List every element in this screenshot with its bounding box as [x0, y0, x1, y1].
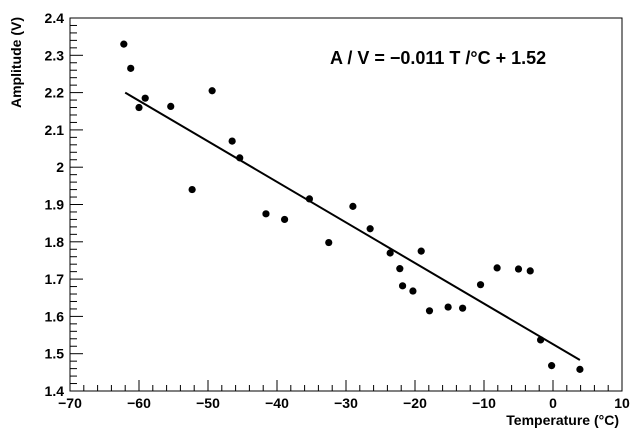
x-tick-label: −20 [403, 395, 427, 411]
y-tick-label: 2 [56, 159, 64, 175]
data-point [305, 195, 314, 203]
data-points [120, 40, 584, 373]
x-axis-title: Temperature (°C) [506, 412, 619, 428]
x-tick-label: −70 [58, 395, 82, 411]
y-tick-label: 1.6 [45, 308, 65, 324]
data-point [386, 249, 394, 257]
y-tick-label: 2.2 [45, 85, 65, 101]
data-point [396, 265, 404, 273]
data-point [127, 64, 135, 72]
y-tick-label: 2.3 [45, 47, 65, 63]
fit-equation-annotation: A / V = −0.011 T /°C + 1.52 [330, 48, 546, 68]
y-tick-label: 1.5 [45, 346, 65, 362]
data-point [536, 336, 545, 344]
x-axis-ticks: −70 −60 −50 −40 −30 −20 −10 0 10 [58, 380, 630, 411]
data-point [349, 202, 357, 210]
x-tick-label: −40 [265, 395, 289, 411]
data-point [409, 287, 417, 295]
data-point [444, 303, 452, 311]
data-point [135, 103, 143, 112]
y-tick-label: 1.7 [45, 271, 65, 287]
y-tick-label: 2.4 [45, 10, 65, 26]
data-point [459, 304, 467, 312]
data-point [398, 282, 407, 290]
data-point [417, 247, 425, 255]
data-point [576, 365, 584, 373]
data-point [425, 307, 434, 315]
x-tick-label: 0 [549, 395, 557, 411]
data-point [167, 102, 175, 111]
data-point [141, 94, 149, 102]
x-tick-label: −30 [334, 395, 358, 411]
data-point [526, 267, 534, 275]
y-tick-label: 1.9 [45, 197, 65, 213]
data-point [188, 185, 196, 194]
data-point [280, 215, 289, 224]
data-point [262, 210, 270, 218]
y-axis-ticks: 1.4 1.5 1.6 1.7 1.8 1.9 2 2.1 2.2 2.3 2.4 [45, 10, 83, 399]
data-point [493, 264, 501, 272]
data-point [476, 281, 485, 289]
y-tick-label: 1.4 [45, 383, 65, 399]
data-point [548, 362, 556, 370]
data-point [120, 40, 128, 48]
data-point [236, 154, 244, 162]
data-point [366, 225, 374, 233]
x-tick-label: −10 [472, 395, 496, 411]
data-point [208, 87, 216, 95]
y-tick-label: 1.8 [45, 234, 65, 250]
data-point [514, 265, 523, 273]
x-tick-label: 10 [614, 395, 630, 411]
y-tick-label: 2.1 [45, 122, 65, 138]
fit-line-group [124, 91, 581, 361]
y-axis-title: Amplitude (V) [8, 17, 24, 108]
data-point [325, 238, 333, 247]
x-tick-label: −60 [127, 395, 151, 411]
fit-line [124, 91, 581, 361]
data-point [228, 137, 236, 145]
x-tick-label: −50 [196, 395, 220, 411]
